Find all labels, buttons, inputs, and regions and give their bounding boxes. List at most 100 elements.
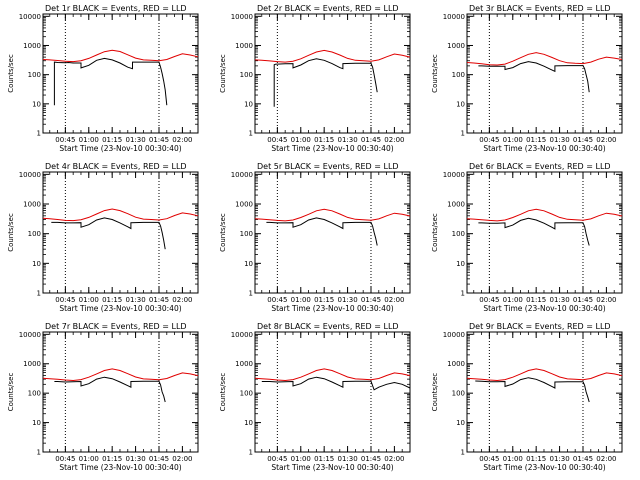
plot-frame xyxy=(42,171,199,294)
y-tick-label: 10 xyxy=(32,419,41,427)
x-tick-label: 01:00 xyxy=(291,455,311,463)
y-tick-label: 100 xyxy=(240,71,253,79)
y-tick-label: 1 xyxy=(461,290,465,298)
plot-frame xyxy=(42,331,199,453)
events-series-line xyxy=(478,217,590,246)
chart-panel-3: Det 3r BLACK = Events, RED = LLD 1 10 100 10… xyxy=(431,4,623,153)
x-tick-label: 01:15 xyxy=(314,136,334,144)
x-tick-label: 02:00 xyxy=(596,296,616,304)
x-tick-label: 01:00 xyxy=(503,455,523,463)
x-tick-label: 01:00 xyxy=(291,136,311,144)
x-tick-label: 01:45 xyxy=(573,136,593,144)
x-tick-label: 00:45 xyxy=(55,136,75,144)
x-tick-label: 01:15 xyxy=(102,136,122,144)
events-series-line xyxy=(273,58,378,107)
x-tick-label: 01:30 xyxy=(549,455,569,463)
y-tick-label: 1000 xyxy=(447,201,465,209)
x-tick-label: 01:45 xyxy=(573,455,593,463)
x-tick-label: 01:45 xyxy=(361,455,381,463)
y-tick-label: 10 xyxy=(456,419,465,427)
x-tick-label: 00:45 xyxy=(55,455,75,463)
x-tick-label: 01:30 xyxy=(337,136,357,144)
x-tick-label: 01:30 xyxy=(337,296,357,304)
y-tick-label: 100 xyxy=(452,230,465,238)
y-tick-label: 1000 xyxy=(235,201,253,209)
y-tick-label: 1 xyxy=(37,130,41,138)
y-tick-label: 1 xyxy=(249,449,253,457)
plot-frame xyxy=(466,171,623,294)
lld-series-line xyxy=(42,49,199,63)
x-tick-label: 01:30 xyxy=(337,455,357,463)
y-axis-label: Counts/sec xyxy=(219,54,227,93)
x-tick-label: 00:45 xyxy=(267,136,287,144)
x-tick-label: 01:00 xyxy=(291,296,311,304)
y-tick-label: 100 xyxy=(452,71,465,79)
x-tick-label: 01:00 xyxy=(79,136,99,144)
lld-series-line xyxy=(254,368,411,382)
x-tick-label: 02:00 xyxy=(384,455,404,463)
y-tick-label: 1000 xyxy=(23,201,41,209)
x-tick-label: 01:45 xyxy=(149,296,169,304)
y-tick-label: 1000 xyxy=(23,360,41,368)
events-series-line xyxy=(478,61,590,93)
x-axis-label: Start Time (23-Nov-10 00:30:40) xyxy=(59,144,181,153)
x-tick-label: 01:15 xyxy=(526,136,546,144)
y-tick-label: 1 xyxy=(249,130,253,138)
x-tick-label: 01:00 xyxy=(79,296,99,304)
y-tick-label: 100 xyxy=(28,230,41,238)
y-tick-label: 10 xyxy=(244,419,253,427)
x-tick-label: 00:45 xyxy=(55,296,75,304)
y-axis-label: Counts/sec xyxy=(219,213,227,252)
lld-series-line xyxy=(42,368,199,382)
x-axis-label: Start Time (23-Nov-10 00:30:40) xyxy=(271,463,393,472)
y-axis-label: Counts/sec xyxy=(431,213,439,252)
x-tick-label: 02:00 xyxy=(596,136,616,144)
y-tick-label: 1 xyxy=(37,290,41,298)
y-tick-label: 100 xyxy=(28,71,41,79)
plot-frame xyxy=(42,13,199,134)
y-tick-label: 100 xyxy=(452,390,465,398)
chart-title: Det 5r BLACK = Events, RED = LLD xyxy=(257,162,399,171)
events-series-line xyxy=(51,217,166,250)
y-tick-label: 1 xyxy=(461,449,465,457)
y-tick-label: 10000 xyxy=(19,171,41,179)
y-tick-label: 10000 xyxy=(19,331,41,339)
y-tick-label: 1000 xyxy=(447,42,465,50)
y-axis-label: Counts/sec xyxy=(219,373,227,412)
x-tick-label: 02:00 xyxy=(172,296,192,304)
lld-series-line xyxy=(254,49,411,63)
x-tick-label: 02:00 xyxy=(596,455,616,463)
plot-frame xyxy=(254,13,411,134)
x-tick-label: 02:00 xyxy=(384,136,404,144)
y-tick-label: 10 xyxy=(32,100,41,108)
y-tick-label: 1000 xyxy=(447,360,465,368)
x-tick-label: 01:15 xyxy=(526,296,546,304)
plot-frame xyxy=(254,171,411,294)
chart-panel-8: Det 8r BLACK = Events, RED = LLD 1 10 100 10… xyxy=(219,322,411,472)
y-tick-label: 10000 xyxy=(231,13,253,21)
plot-frame xyxy=(254,331,411,453)
y-tick-label: 10 xyxy=(456,100,465,108)
x-axis-label: Start Time (23-Nov-10 00:30:40) xyxy=(271,304,393,313)
chart-panel-1: Det 1r BLACK = Events, RED = LLD 1 10 100 10… xyxy=(7,4,199,153)
chart-panel-7: Det 7r BLACK = Events, RED = LLD 1 10 100 10… xyxy=(7,322,199,472)
chart-title: Det 3r BLACK = Events, RED = LLD xyxy=(469,4,611,13)
x-axis-label: Start Time (23-Nov-10 00:30:40) xyxy=(483,304,605,313)
chart-title: Det 7r BLACK = Events, RED = LLD xyxy=(45,322,187,331)
y-tick-label: 10000 xyxy=(443,171,465,179)
y-tick-label: 1 xyxy=(249,290,253,298)
y-axis-label: Counts/sec xyxy=(7,54,15,93)
x-tick-label: 01:30 xyxy=(549,136,569,144)
x-tick-label: 01:45 xyxy=(361,296,381,304)
x-tick-label: 01:15 xyxy=(102,296,122,304)
chart-panel-6: Det 6r BLACK = Events, RED = LLD 1 10 100 10… xyxy=(431,162,623,313)
x-tick-label: 01:15 xyxy=(526,455,546,463)
y-tick-label: 10000 xyxy=(231,171,253,179)
lld-series-line xyxy=(466,52,623,66)
plot-frame xyxy=(466,13,623,134)
y-tick-label: 1000 xyxy=(235,360,253,368)
x-tick-label: 02:00 xyxy=(172,455,192,463)
y-tick-label: 10 xyxy=(244,100,253,108)
chart-panel-4: Det 4r BLACK = Events, RED = LLD 1 10 100 10… xyxy=(7,162,199,313)
